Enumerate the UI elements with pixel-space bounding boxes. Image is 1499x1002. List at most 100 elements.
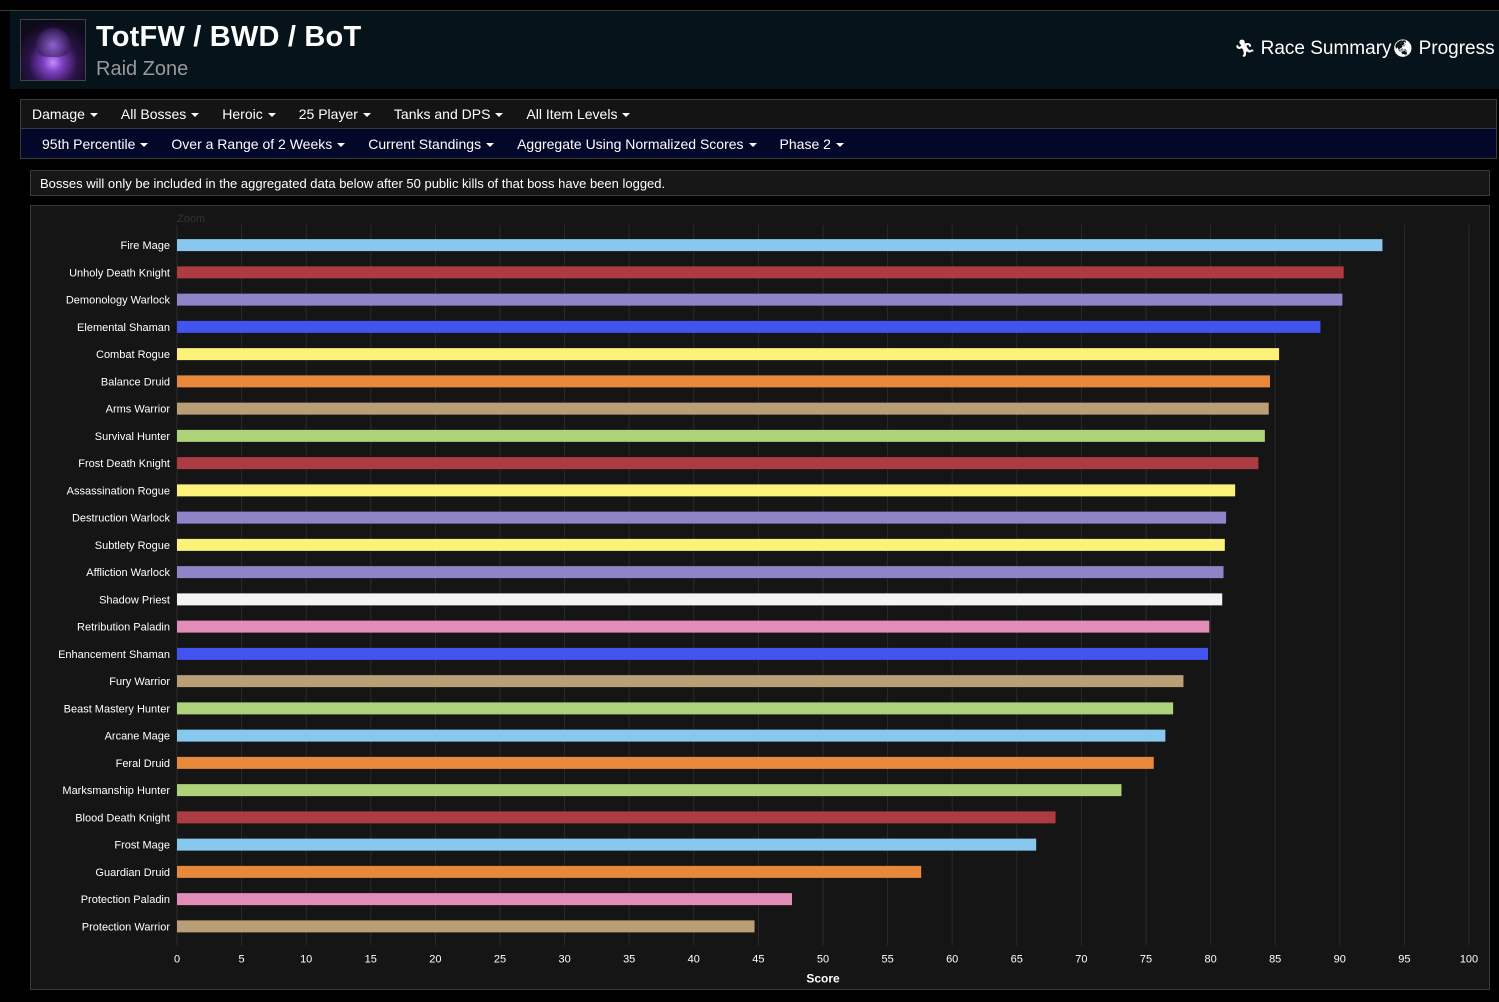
bar-chart: Zoom Fire Mage Unholy Death Knight Demonolo…: [58, 213, 1478, 986]
axis-title: Score: [806, 972, 840, 986]
bar: [177, 293, 1343, 306]
caret-down-icon: [362, 113, 371, 118]
tick-label: 100: [1460, 954, 1478, 966]
tick-label: 85: [1269, 954, 1281, 966]
category-label: Survival Hunter: [95, 431, 171, 443]
tick-label: 80: [1204, 954, 1216, 966]
bar: [177, 484, 1236, 497]
race-summary-label: Race Summary: [1260, 38, 1392, 59]
boss-dropdown[interactable]: All Bosses: [121, 106, 200, 122]
tick-label: 55: [881, 954, 893, 966]
tick-label: 20: [429, 954, 441, 966]
phase-dropdown[interactable]: Phase 2: [780, 136, 844, 152]
caret-down-icon: [486, 142, 495, 147]
bar: [177, 838, 1037, 851]
category-label: Subtlety Rogue: [95, 540, 170, 552]
category-label: Destruction Warlock: [72, 513, 171, 525]
notice-box: Bosses will only be included in the aggr…: [30, 170, 1490, 196]
progress-link[interactable]: 🌏︎ Progress: [1392, 38, 1495, 60]
tick-label: 90: [1334, 954, 1346, 966]
category-label: Demonology Warlock: [66, 295, 171, 307]
bar: [177, 239, 1383, 252]
bar: [177, 647, 1209, 660]
bar: [177, 457, 1259, 470]
category-label: Retribution Paladin: [77, 622, 170, 634]
category-label: Frost Death Knight: [78, 458, 170, 470]
category-label: Arcane Mage: [105, 731, 170, 743]
category-label: Unholy Death Knight: [69, 267, 170, 279]
tick-label: 60: [946, 954, 958, 966]
standings-dropdown[interactable]: Current Standings: [368, 136, 495, 152]
category-label: Shadow Priest: [99, 594, 170, 606]
bar: [177, 348, 1280, 361]
bar: [177, 702, 1174, 715]
progress-label: Progress: [1418, 38, 1495, 59]
category-label: Fury Warrior: [109, 676, 170, 688]
category-label: Combat Rogue: [96, 349, 170, 361]
zoom-label: Zoom: [177, 213, 205, 225]
bar: [177, 893, 792, 906]
bar: [177, 538, 1225, 551]
tick-label: 30: [558, 954, 570, 966]
tick-label: 45: [752, 954, 764, 966]
bar: [177, 865, 922, 878]
chart-container: Zoom Fire Mage Unholy Death Knight Demonolo…: [30, 205, 1490, 990]
size-dropdown[interactable]: 25 Player: [299, 106, 371, 122]
bar: [177, 566, 1224, 579]
caret-down-icon: [89, 113, 98, 118]
tick-label: 50: [817, 954, 829, 966]
category-label: Protection Paladin: [81, 894, 170, 906]
category-label: Guardian Druid: [95, 867, 170, 879]
tick-label: 0: [174, 954, 180, 966]
tick-label: 10: [300, 954, 312, 966]
category-label: Fire Mage: [120, 240, 170, 252]
caret-down-icon: [495, 113, 504, 118]
category-label: Affliction Warlock: [86, 567, 170, 579]
category-label: Beast Mastery Hunter: [64, 703, 171, 715]
bar: [177, 320, 1321, 333]
category-label: Assassination Rogue: [67, 485, 170, 497]
globe-icon: 🌏︎: [1392, 39, 1414, 58]
tick-label: 40: [688, 954, 700, 966]
category-label: Blood Death Knight: [75, 812, 170, 824]
caret-down-icon: [835, 142, 844, 147]
bar: [177, 593, 1223, 606]
aggregate-dropdown[interactable]: Aggregate Using Normalized Scores: [517, 136, 757, 152]
bar: [177, 675, 1184, 688]
caret-down-icon: [622, 113, 631, 118]
item-level-dropdown[interactable]: All Item Levels: [526, 106, 631, 122]
bar: [177, 375, 1271, 388]
caret-down-icon: [748, 142, 757, 147]
bar: [177, 920, 755, 933]
metric-dropdown[interactable]: Damage: [32, 106, 98, 122]
bar: [177, 429, 1265, 442]
tick-label: 5: [239, 954, 245, 966]
tick-label: 70: [1075, 954, 1087, 966]
bar: [177, 784, 1122, 797]
race-summary-link[interactable]: 🏃︎ Race Summary: [1234, 38, 1392, 60]
tick-label: 15: [365, 954, 377, 966]
bar: [177, 266, 1344, 279]
bar: [177, 756, 1154, 769]
running-person-icon: 🏃︎: [1234, 39, 1256, 58]
category-label: Protection Warrior: [82, 921, 171, 933]
zone-image: [20, 19, 86, 81]
page-title: TotFW / BWD / BoT: [96, 21, 362, 53]
category-label: Balance Druid: [101, 376, 170, 388]
filter-bar-primary: Damage All Bosses Heroic 25 Player Tanks…: [20, 99, 1497, 129]
page-subtitle: Raid Zone: [96, 58, 189, 80]
tick-label: 65: [1011, 954, 1023, 966]
caret-down-icon: [140, 142, 149, 147]
range-dropdown[interactable]: Over a Range of 2 Weeks: [171, 136, 346, 152]
percentile-dropdown[interactable]: 95th Percentile: [42, 136, 149, 152]
tick-label: 35: [623, 954, 635, 966]
difficulty-dropdown[interactable]: Heroic: [222, 106, 276, 122]
tick-label: 25: [494, 954, 506, 966]
category-label: Marksmanship Hunter: [62, 785, 170, 797]
tick-label: 75: [1140, 954, 1152, 966]
bar: [177, 402, 1269, 415]
zone-header: TotFW / BWD / BoT Raid Zone 🏃︎ Race Summ…: [10, 11, 1499, 89]
category-label: Frost Mage: [114, 840, 170, 852]
caret-down-icon: [337, 142, 346, 147]
role-dropdown[interactable]: Tanks and DPS: [394, 106, 504, 122]
